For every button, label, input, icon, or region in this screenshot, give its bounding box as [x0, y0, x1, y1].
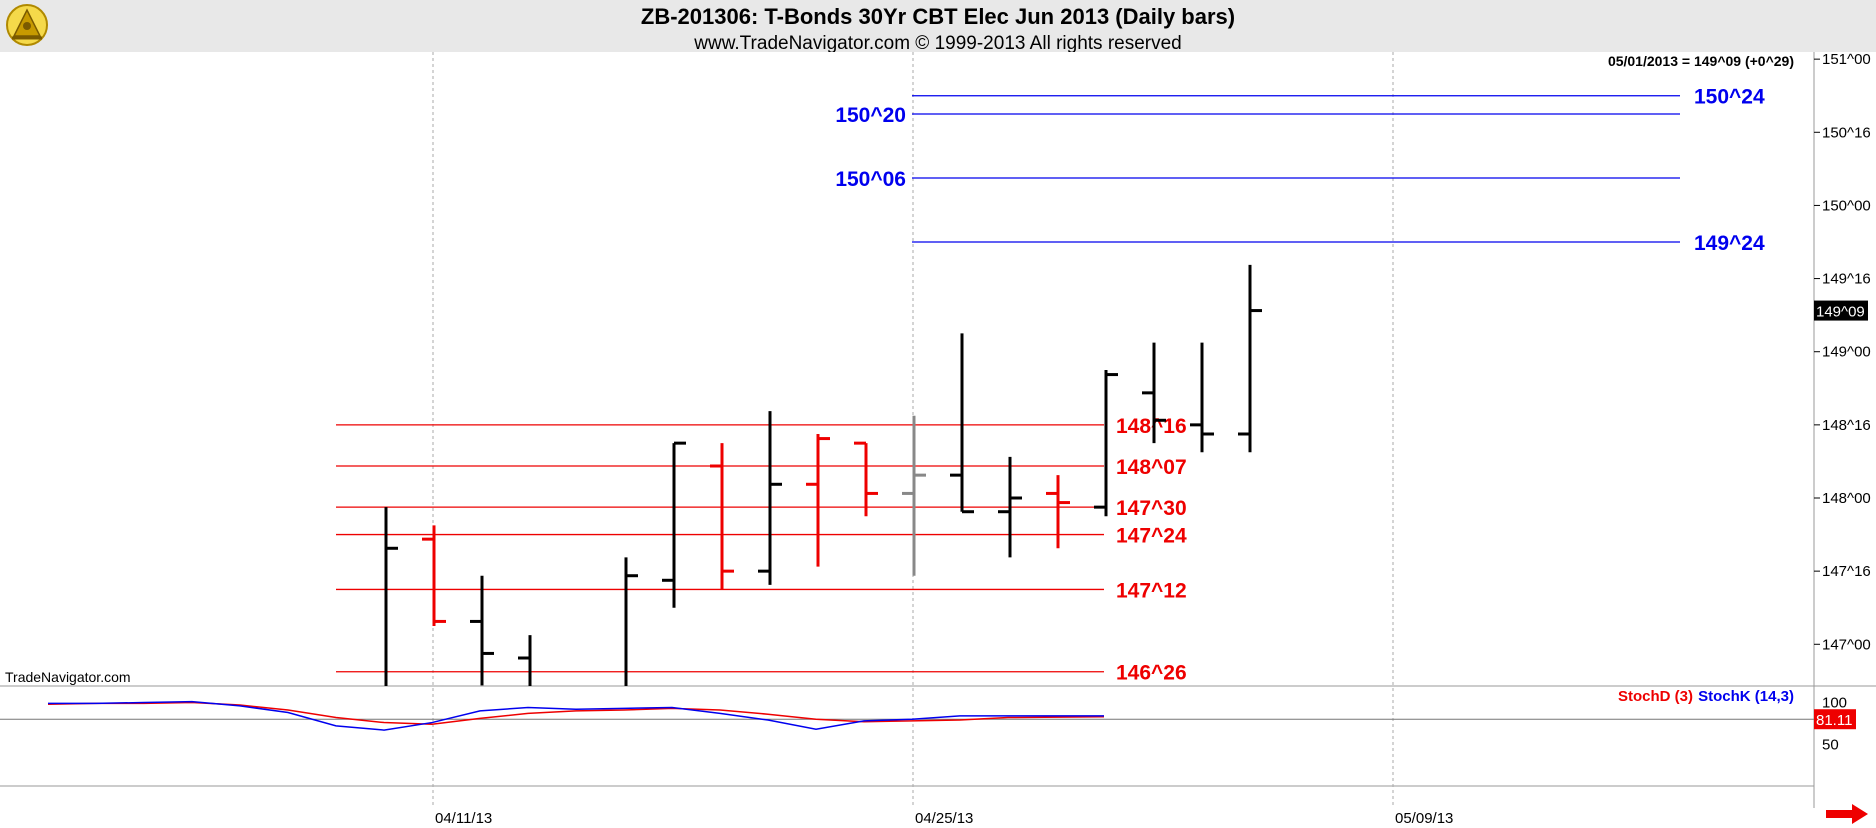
resistance-label: 149^24	[1694, 232, 1765, 255]
resistance-label: 150^06	[835, 168, 906, 191]
date-tick-label: 05/09/13	[1395, 810, 1453, 827]
price-tick-label: 151^00	[1822, 51, 1871, 68]
stoch-value-label: 81.11	[1816, 712, 1852, 729]
price-panel	[0, 52, 1814, 686]
support-label: 147^12	[1116, 579, 1187, 602]
stoch-d-legend: StochD (3)	[1618, 688, 1693, 705]
price-tick-label: 147^16	[1822, 563, 1871, 580]
resistance-label: 150^20	[835, 104, 906, 127]
ohlc-bar	[662, 441, 686, 608]
ohlc-bar	[1238, 264, 1262, 453]
price-tick-label: 148^00	[1822, 490, 1871, 507]
ohlc-bar	[1094, 370, 1118, 517]
support-label: 148^07	[1116, 456, 1187, 479]
last-quote-readout: 05/01/2013 = 149^09 (+0^29)	[1608, 53, 1794, 69]
ohlc-bar	[1046, 475, 1070, 549]
chart-title: ZB-201306: T-Bonds 30Yr CBT Elec Jun 201…	[641, 4, 1235, 29]
ohlc-bar	[806, 434, 830, 567]
price-tick-label: 149^16	[1822, 271, 1871, 288]
support-label: 146^26	[1116, 662, 1187, 685]
watermark-text: TradeNavigator.com	[5, 669, 131, 685]
ohlc-bar	[854, 441, 878, 517]
ohlc-bar	[384, 507, 398, 686]
scroll-right-arrow-icon[interactable]	[1826, 804, 1868, 824]
price-axis: 151^00 150^16 150^00 149^16 149^00 148^16 148^…	[1814, 51, 1871, 653]
logo-sextant-icon[interactable]	[6, 4, 48, 46]
ohlc-bar	[758, 411, 782, 585]
stoch-series-line	[47, 701, 1105, 725]
price-tick-label: 150^16	[1822, 124, 1871, 141]
ohlc-bar	[470, 575, 494, 686]
ohlc-bar	[422, 525, 446, 626]
last-price-badge	[1814, 300, 1868, 321]
stoch-tick-label: 50	[1822, 736, 1839, 753]
resistance-label: 150^24	[1694, 86, 1765, 109]
price-tick-label: 149^00	[1822, 344, 1871, 361]
price-tick-label: 147^00	[1822, 636, 1871, 653]
chart-subtitle: www.TradeNavigator.com © 1999-2013 All r…	[693, 33, 1181, 54]
support-label: 147^24	[1116, 525, 1187, 548]
ohlc-bar	[624, 557, 638, 686]
date-axis: 04/11/13 04/25/13 05/09/13	[435, 810, 1453, 827]
ohlc-bars	[384, 264, 1262, 686]
stoch-k-legend: StochK (14,3)	[1698, 688, 1794, 705]
ohlc-bar	[1142, 342, 1166, 444]
price-tick-label: 148^16	[1822, 417, 1871, 434]
ohlc-bar	[710, 443, 734, 590]
stochastic-panel: 100 50 StochD (3) StochK (14,3) 81.11	[0, 688, 1856, 753]
stoch-series-line	[48, 700, 1104, 731]
support-label: 148^16	[1116, 415, 1187, 438]
stoch-value-badge	[1814, 709, 1856, 730]
support-label: 147^30	[1116, 497, 1187, 520]
ohlc-bar	[518, 635, 532, 686]
date-tick-label: 04/11/13	[435, 810, 492, 827]
last-price-label: 149^09	[1816, 304, 1865, 321]
ohlc-bar	[998, 456, 1022, 558]
ohlc-bar	[1190, 342, 1214, 453]
stoch-tick-label: 100	[1822, 695, 1847, 712]
ohlc-bar	[950, 333, 974, 514]
date-tick-label: 04/25/13	[915, 810, 973, 827]
price-tick-label: 150^00	[1822, 197, 1871, 214]
header-band	[0, 0, 1876, 52]
ohlc-bar	[902, 415, 926, 576]
level-lines: 150^24 150^20 150^06 149^24 148^16 148^07 147^…	[336, 86, 1765, 685]
